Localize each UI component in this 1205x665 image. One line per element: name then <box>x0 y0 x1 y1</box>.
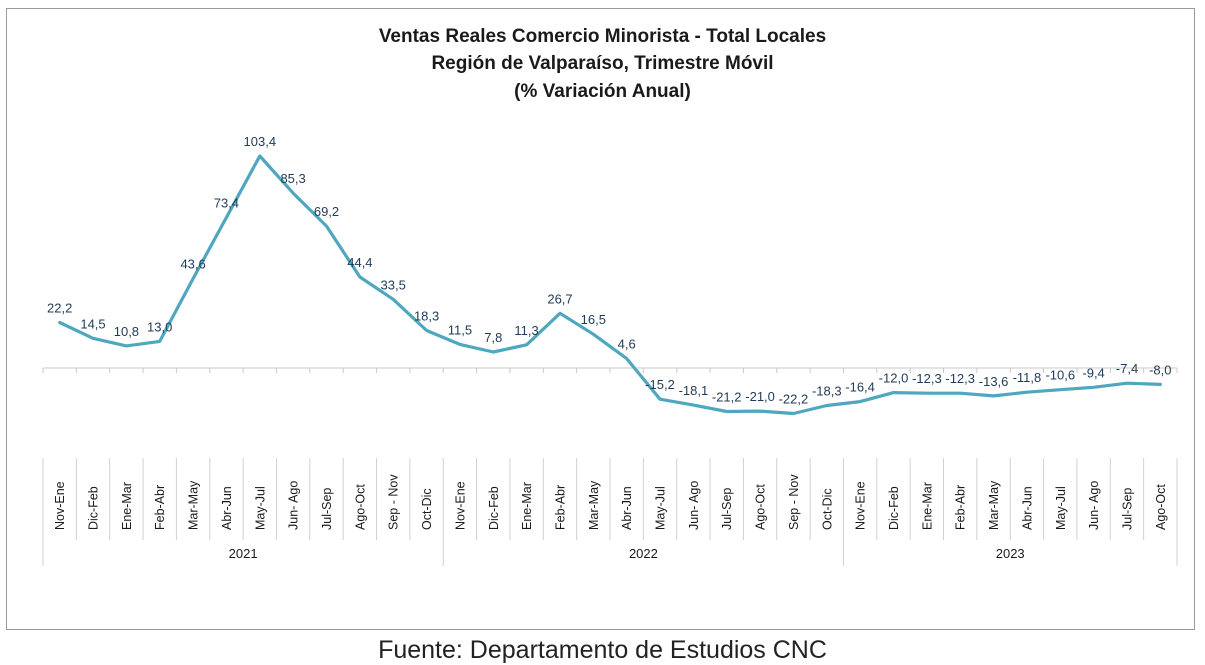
series-line <box>58 154 1162 416</box>
x-tick-label: Mar-May <box>987 480 1001 530</box>
x-tick-label: Feb-Abr <box>554 485 568 530</box>
data-label: -18,1 <box>679 383 709 398</box>
data-label: 69,2 <box>314 204 339 219</box>
year-label: 2022 <box>629 546 658 561</box>
x-tick-label: Abr-Jun <box>620 486 634 530</box>
x-tick-label: Dic-Feb <box>887 486 901 530</box>
data-label: 16,5 <box>581 312 606 327</box>
data-label: -21,0 <box>745 389 775 404</box>
data-label: 18,3 <box>414 309 439 324</box>
x-tick-label: Mar-May <box>187 480 201 530</box>
data-label: -10,6 <box>1045 368 1075 383</box>
x-tick-label: Ago-Oct <box>1154 484 1168 530</box>
x-tick-label: Abr-Jun <box>1020 486 1034 530</box>
data-label: 22,2 <box>47 301 72 316</box>
data-label: 13,0 <box>147 319 172 334</box>
x-tick-label: Nov-Ene <box>453 481 467 530</box>
data-label: 4,6 <box>618 337 636 352</box>
x-tick-label: May-Jul <box>1054 486 1068 530</box>
data-label: 14,5 <box>80 316 105 331</box>
data-label: -11,8 <box>1013 370 1042 385</box>
x-tick-label: Feb-Abr <box>954 485 968 530</box>
source-note: Fuente: Departamento de Estudios CNC <box>378 636 827 664</box>
x-tick-label: Nov-Ene <box>53 481 67 530</box>
data-label: -18,3 <box>812 384 842 399</box>
x-tick-label: Ago-Oct <box>353 484 367 530</box>
data-label: -12,3 <box>912 371 942 386</box>
x-tick-label: Jun- Ago <box>287 481 301 530</box>
x-tick-label: Ene-Mar <box>520 482 534 530</box>
data-label: -22,2 <box>779 392 809 407</box>
data-label: 85,3 <box>280 171 305 186</box>
x-tick-label: Dic-Feb <box>487 486 501 530</box>
data-label: -7,4 <box>1116 361 1138 376</box>
data-label: -21,2 <box>712 390 742 405</box>
x-tick-label: Mar-May <box>587 480 601 530</box>
x-tick-label: Jul-Sep <box>320 488 334 530</box>
data-label: -15,2 <box>645 377 675 392</box>
data-label: -9,4 <box>1082 365 1104 380</box>
chart-title: Ventas Reales Comercio Minorista - Total… <box>378 26 827 47</box>
x-tick-label: Jul-Sep <box>720 488 734 530</box>
x-tick-label: Abr-Jun <box>220 486 234 530</box>
x-tick-label: Ene-Mar <box>120 482 134 530</box>
x-tick-label: Ago-Oct <box>754 484 768 530</box>
data-label: -16,4 <box>845 380 875 395</box>
data-label: 33,5 <box>381 277 406 292</box>
data-label: -12,3 <box>945 371 975 386</box>
x-tick-label: May-Jul <box>654 486 668 530</box>
x-tick-label: Nov-Ene <box>854 481 868 530</box>
chart-frame <box>6 8 1195 630</box>
line-chart: 22,2 14,5 10,8 13,0 43,6 73,4 103,4 85,3 69,2 44,… <box>42 134 1178 566</box>
year-label: 2023 <box>996 546 1025 561</box>
x-tick-label: Feb-Abr <box>153 485 167 530</box>
x-tick-label: Jun- Ago <box>687 481 701 530</box>
x-tick-label: Oct-Dic <box>420 488 434 530</box>
data-label: -13,6 <box>979 374 1009 389</box>
chart-subtitle: Región de Valparaíso, Trimestre Móvil <box>431 53 774 74</box>
data-label: 43,6 <box>180 257 205 272</box>
chart-subtitle-units: (% Variación Anual) <box>514 81 691 102</box>
data-label: 26,7 <box>547 291 572 306</box>
year-label: 2021 <box>229 546 258 561</box>
data-label: 11,5 <box>448 322 472 337</box>
data-label: 10,8 <box>114 324 139 339</box>
data-label: 44,4 <box>347 255 372 270</box>
x-tick-label: Sep - Nov <box>387 474 401 530</box>
data-label: 11,3 <box>514 323 538 338</box>
x-tick-label: Jul-Sep <box>1121 488 1135 530</box>
data-label: 7,8 <box>484 330 502 345</box>
x-tick-label: Dic-Feb <box>87 486 101 530</box>
x-tick-label: May-Jul <box>253 486 267 530</box>
x-tick-label: Oct-Dic <box>820 488 834 530</box>
x-tick-label: Sep - Nov <box>787 474 801 530</box>
data-label: -12,0 <box>879 371 909 386</box>
data-label: 103,4 <box>244 134 277 149</box>
data-label: 73,4 <box>214 196 239 211</box>
x-tick-label: Ene-Mar <box>920 482 934 530</box>
data-label: -8,0 <box>1149 362 1171 377</box>
x-tick-label: Jun- Ago <box>1087 481 1101 530</box>
